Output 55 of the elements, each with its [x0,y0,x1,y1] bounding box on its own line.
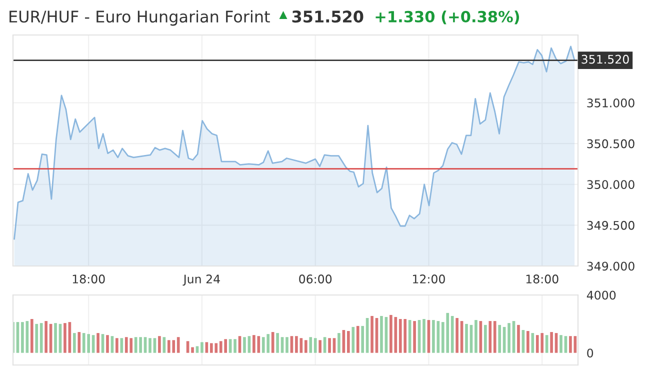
bar [422,319,426,353]
bar [116,338,118,353]
text: +1.330 (+0.38%) [376,10,520,24]
bar [550,332,553,353]
bar [72,333,76,353]
ref-line-label: 351.520 [582,54,629,64]
bar [78,332,81,353]
bar [40,323,43,353]
bar [44,321,48,353]
y-tick-label: 4000 [586,290,616,300]
bar [370,316,374,353]
bar [560,335,562,353]
bar [158,336,161,353]
y-tick-label: 350.000 [587,180,634,190]
bar [465,324,468,353]
bar [148,338,152,353]
bar [493,321,496,353]
bar [120,338,124,353]
bar [531,333,534,353]
y-tick-label: 350.500 [587,139,634,148]
bar [450,316,454,353]
bar [488,321,492,353]
bar [346,331,350,353]
bar [456,318,458,353]
y-tick-label: 351.000 [587,98,634,108]
bar [413,321,416,353]
bar [508,323,510,353]
bar [153,338,156,353]
x-tick-label: 18:00 [72,274,105,284]
bar [64,323,66,353]
bar [498,324,501,353]
y-tick-label: 349.000 [587,262,634,271]
bar [526,331,530,353]
bar [474,320,478,353]
bar [380,316,383,353]
bar [176,337,180,353]
bar [96,333,100,353]
bar [35,324,38,353]
chart-title: EUR/HUF - Euro Hungarian Forint [10,10,270,26]
y-tick-label: 349.500 [587,220,634,230]
y-tick-label: 0 [587,348,594,358]
bar [54,323,57,353]
bar [139,337,142,353]
chart-subtitle: 351.520 [292,10,364,23]
bar [106,335,109,353]
bar [356,326,360,353]
bar [517,324,520,353]
bar [361,326,364,353]
bar [21,322,24,353]
x-tick-label: 18:00 [526,274,558,284]
x-tick-label: 12:00 [413,274,445,284]
bar [484,324,487,353]
x-tick-label: 06:00 [299,274,332,284]
x-tick-label: Jun 24 [182,274,220,286]
bar [30,319,34,353]
